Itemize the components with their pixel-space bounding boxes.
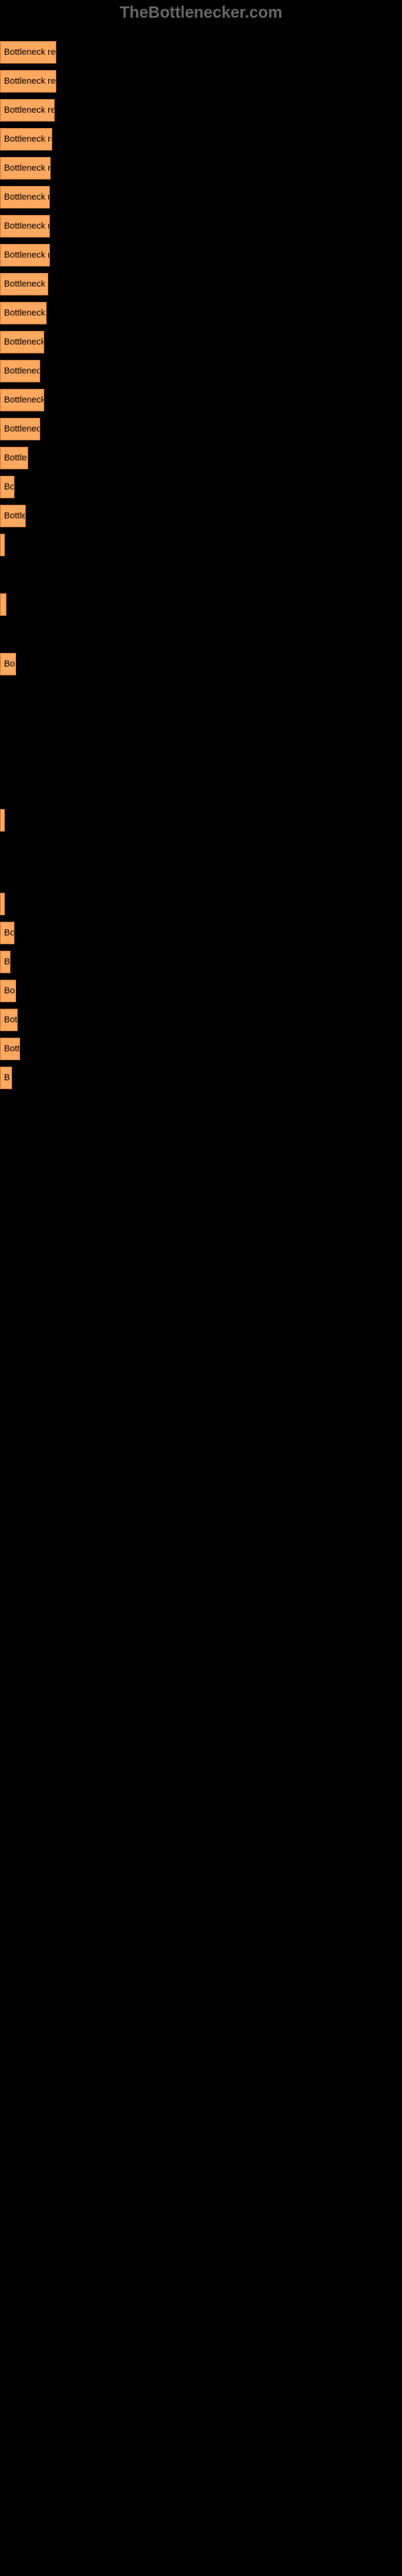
chart-bar: Bottleneck resu (0, 99, 55, 122)
chart-bar: Bottleneck r (0, 389, 44, 411)
bar-spacer (0, 563, 402, 587)
chart-bar: Bottleneck res (0, 244, 50, 266)
bar-row: B (0, 951, 402, 973)
chart-bar: Bottleneck res (0, 302, 47, 324)
chart-bar: Bottleneck r (0, 360, 40, 382)
chart-bar: Bottleneck res (0, 215, 50, 237)
chart-bar: Bottlen (0, 447, 28, 469)
bar-row: Bottleneck res (0, 215, 402, 237)
chart-bar: Bo (0, 980, 16, 1002)
bar-row: Bo (0, 980, 402, 1002)
chart-bar: Bottleneck resu (0, 41, 56, 64)
bar-row: Bott (0, 1038, 402, 1060)
bottleneck-chart: Bottleneck resu Bottleneck resul Bottlenec… (0, 27, 402, 1104)
bar-row (0, 534, 402, 556)
bar-spacer (0, 754, 402, 778)
chart-bar: Bottleneck res (0, 157, 51, 180)
chart-bar: Bottle (0, 505, 26, 527)
chart-bar: Bottleneck re (0, 331, 44, 353)
bar-row: B (0, 1067, 402, 1089)
chart-bar: Bottleneck r (0, 418, 40, 440)
bar-spacer (0, 730, 402, 754)
chart-bar: B (0, 951, 10, 973)
bar-row: Bottleneck res (0, 302, 402, 324)
bar-row: Bottleneck res (0, 186, 402, 208)
chart-bar (0, 893, 5, 915)
bar-row (0, 893, 402, 915)
bar-row: Bottlen (0, 447, 402, 469)
bar-spacer (0, 706, 402, 730)
chart-bar: Bot (0, 1009, 18, 1031)
chart-bar: Bo (0, 922, 14, 944)
bar-spacer (0, 862, 402, 886)
chart-bar: Bo (0, 653, 16, 675)
bar-row: Bot (0, 1009, 402, 1031)
bar-spacer (0, 682, 402, 706)
chart-bar (0, 534, 5, 556)
chart-bar (0, 593, 6, 616)
bar-row: Bo (0, 653, 402, 675)
chart-bar: Bottleneck res (0, 128, 52, 151)
bar-row: Bottleneck resu (0, 41, 402, 64)
bar-row: Bottleneck res (0, 273, 402, 295)
chart-bar: Bottleneck resul (0, 70, 56, 93)
chart-bar: Bott (0, 1038, 20, 1060)
bar-row: Bottleneck res (0, 128, 402, 151)
bar-spacer (0, 838, 402, 862)
bar-row: Bottleneck re (0, 331, 402, 353)
bar-row (0, 593, 402, 616)
bar-spacer (0, 622, 402, 646)
bar-spacer (0, 778, 402, 803)
chart-bar (0, 809, 5, 832)
bar-row: Bottleneck r (0, 360, 402, 382)
chart-bar: B (0, 1067, 12, 1089)
chart-bar: Bo (0, 476, 14, 498)
bar-row: Bottle (0, 505, 402, 527)
bar-row: Bottleneck r (0, 389, 402, 411)
site-header: TheBottlenecker.com (0, 0, 402, 27)
bar-row: Bo (0, 922, 402, 944)
bar-row: Bottleneck resul (0, 70, 402, 93)
bar-row: Bo (0, 476, 402, 498)
bar-row: Bottleneck res (0, 244, 402, 266)
chart-bar: Bottleneck res (0, 186, 50, 208)
bar-row: Bottleneck resu (0, 99, 402, 122)
bar-row: Bottleneck res (0, 157, 402, 180)
chart-bar: Bottleneck res (0, 273, 48, 295)
bar-row: Bottleneck r (0, 418, 402, 440)
bar-row (0, 809, 402, 832)
